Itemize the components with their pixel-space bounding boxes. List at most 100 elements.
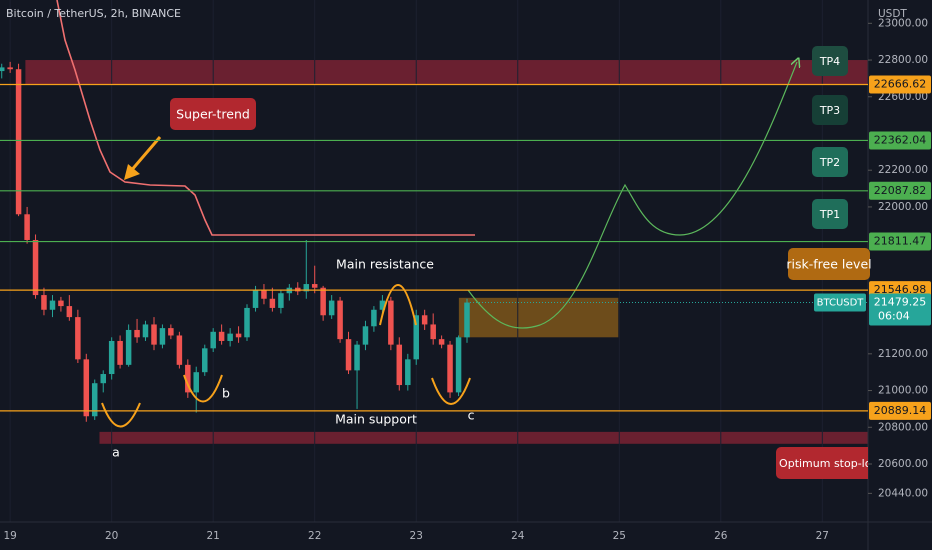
candle-body (32, 239, 39, 296)
annotation-text: TP3 (819, 104, 840, 117)
candle-body (430, 324, 436, 340)
y-tick-label: 22200.00 (878, 164, 928, 176)
candle-body (464, 302, 470, 338)
y-tick-label: 21200.00 (878, 348, 928, 360)
candle-body (100, 374, 106, 384)
y-tick-label: 20600.00 (878, 458, 928, 470)
x-tick-label: 20 (105, 530, 118, 542)
y-tick-label: 22600.00 (878, 91, 928, 103)
candle-body (278, 293, 284, 308)
annotation-text: b (222, 386, 230, 401)
arrow-head (124, 164, 140, 180)
candle-body (185, 364, 191, 393)
arc (431, 377, 471, 405)
annotation-text: TP4 (819, 55, 840, 68)
candle-body (176, 335, 183, 365)
candle-body (49, 300, 56, 310)
annotation-box: Optimum stop-loss (776, 447, 883, 479)
candle-body (193, 372, 199, 393)
candle-body (447, 344, 453, 393)
candle-body (337, 300, 343, 340)
candle-body (227, 333, 233, 341)
candle-body (354, 344, 360, 371)
y-tick-label: 21000.00 (878, 385, 928, 397)
axis-unit: USDT (878, 8, 907, 20)
annotation-text: risk-free level (786, 257, 871, 272)
candle-body (235, 333, 242, 338)
candle-body (168, 328, 174, 336)
price-label: 22362.04 (874, 133, 927, 146)
price-label: 22087.82 (874, 184, 927, 197)
candle-body (75, 317, 81, 360)
price-label: 21546.98 (874, 283, 927, 296)
x-tick-label: 26 (714, 530, 728, 542)
candle-body (252, 289, 259, 308)
annotation-text: Main support (335, 412, 417, 427)
annotation-bg (788, 248, 870, 280)
price-label-box (869, 181, 931, 200)
candle-body (210, 331, 216, 349)
annotation-bg (812, 46, 848, 76)
x-tick-label: 22 (308, 530, 321, 542)
last-price-label: 21479.25 (874, 296, 927, 309)
candle-body (0, 67, 5, 72)
annotation-bg (776, 447, 868, 479)
price-label-box (869, 232, 931, 251)
annotation-bg (170, 98, 256, 130)
candle-body (413, 315, 419, 360)
chart-title: Bitcoin / TetherUS, 2h, BINANCE (6, 7, 181, 20)
annotation-box: TP2 (812, 147, 848, 177)
candle-body (244, 307, 250, 338)
annotation-box: TP1 (812, 199, 848, 229)
price-label-box (869, 75, 931, 94)
zone (25, 60, 868, 85)
candle-body (261, 289, 267, 299)
annotation-text: c (468, 408, 475, 423)
candle-body (66, 306, 73, 318)
candle-body (202, 348, 208, 373)
plot-area (0, 0, 868, 522)
candle-body (134, 329, 140, 338)
x-tick-label: 21 (207, 530, 220, 542)
x-tick-label: 23 (410, 530, 423, 542)
candle-body (91, 383, 98, 417)
candle-body (388, 300, 394, 345)
candle-body (83, 359, 90, 417)
x-tick-label: 27 (816, 530, 829, 542)
arc (379, 284, 417, 326)
y-tick-label: 23000.00 (878, 17, 928, 29)
price-label: 20889.14 (874, 404, 927, 417)
symbol-box (814, 293, 866, 312)
candle-body (24, 214, 30, 240)
annotation-text: TP2 (819, 156, 840, 169)
candle-body (320, 287, 326, 316)
x-tick-label: 24 (511, 530, 525, 542)
annotation-text: Super-trend (176, 107, 250, 122)
candle-body (396, 344, 403, 386)
annotation-box: TP3 (812, 95, 848, 125)
annotation-text: Optimum stop-loss (779, 457, 883, 470)
y-tick-label: 20800.00 (878, 421, 928, 433)
super-trend-line (56, 0, 475, 236)
zone (99, 431, 868, 444)
x-tick-label: 19 (3, 530, 16, 542)
last-price-box (869, 293, 931, 326)
candle-body (159, 328, 166, 345)
annotation-text: Main resistance (336, 257, 434, 272)
y-tick-label: 22000.00 (878, 201, 928, 213)
arc (183, 374, 223, 403)
candle-body (328, 300, 335, 316)
candle-body (117, 340, 123, 365)
price-label: 21811.47 (874, 235, 927, 248)
candle-body (311, 284, 318, 288)
candle-body (405, 359, 411, 386)
arrow (128, 136, 162, 173)
annotation-text: TP1 (819, 208, 840, 221)
candle-body (421, 315, 428, 325)
y-tick-label: 20440.00 (878, 487, 928, 499)
annotation-box: risk-free level (786, 248, 872, 280)
annotation-box: Super-trend (170, 98, 256, 130)
price-label-box (869, 401, 931, 420)
candle-body (15, 69, 22, 215)
x-tick-label: 25 (613, 530, 626, 542)
